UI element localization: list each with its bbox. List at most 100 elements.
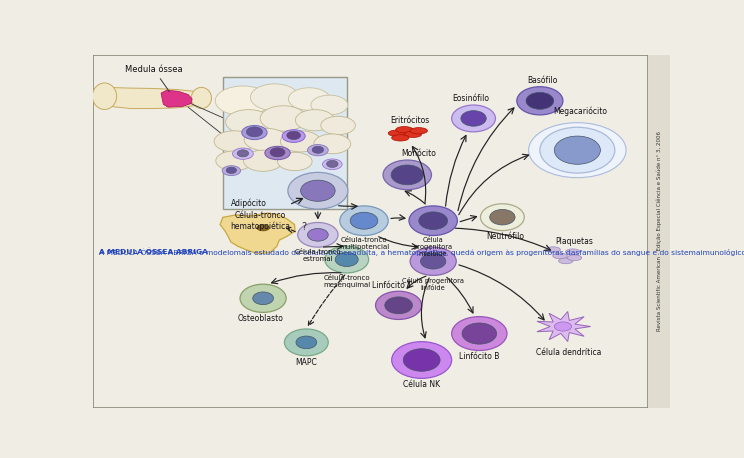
- Ellipse shape: [280, 131, 321, 152]
- Ellipse shape: [565, 249, 580, 255]
- Ellipse shape: [296, 336, 317, 349]
- Ellipse shape: [481, 204, 525, 230]
- Text: ?: ?: [301, 222, 306, 232]
- Text: Megacariócito: Megacariócito: [554, 107, 607, 116]
- Text: Neutrófilo: Neutrófilo: [487, 232, 525, 241]
- Text: Eosinófilo: Eosinófilo: [452, 94, 489, 103]
- Ellipse shape: [301, 180, 336, 202]
- FancyBboxPatch shape: [222, 77, 347, 209]
- Ellipse shape: [253, 292, 274, 305]
- Ellipse shape: [270, 148, 285, 157]
- FancyBboxPatch shape: [93, 55, 648, 408]
- Ellipse shape: [388, 130, 405, 136]
- Ellipse shape: [282, 130, 305, 142]
- Ellipse shape: [286, 131, 301, 140]
- Ellipse shape: [92, 83, 117, 109]
- Ellipse shape: [452, 316, 507, 350]
- Text: Eritrócitos: Eritrócitos: [391, 116, 430, 125]
- Ellipse shape: [244, 128, 288, 151]
- Text: Célula-tronco
estromal: Célula-tronco estromal: [295, 249, 341, 262]
- Ellipse shape: [540, 127, 615, 173]
- Text: Célula-tronco
mesenquimal: Célula-tronco mesenquimal: [323, 275, 371, 288]
- Ellipse shape: [243, 150, 283, 171]
- Ellipse shape: [289, 88, 330, 110]
- Ellipse shape: [383, 160, 432, 190]
- Ellipse shape: [554, 136, 600, 164]
- Ellipse shape: [385, 297, 412, 314]
- Ellipse shape: [391, 135, 409, 141]
- Ellipse shape: [325, 246, 368, 273]
- Ellipse shape: [546, 247, 560, 252]
- Ellipse shape: [214, 131, 254, 152]
- Text: A MEDULA ÓSSEA ABRIGA o modelomais estudado de célula-troncoadulta, a hematopoié: A MEDULA ÓSSEA ABRIGA o modelomais estud…: [99, 249, 744, 257]
- Text: Célula-tronco
multipotencial: Célula-tronco multipotencial: [339, 237, 389, 250]
- Polygon shape: [96, 87, 205, 109]
- Ellipse shape: [321, 116, 356, 135]
- Text: Medula óssea: Medula óssea: [125, 65, 182, 92]
- Text: Célula dendrítica: Célula dendrítica: [536, 348, 601, 357]
- Ellipse shape: [240, 284, 286, 312]
- Ellipse shape: [327, 160, 338, 168]
- Ellipse shape: [350, 212, 378, 229]
- FancyBboxPatch shape: [648, 55, 670, 408]
- Ellipse shape: [307, 145, 328, 156]
- Ellipse shape: [420, 254, 446, 269]
- Ellipse shape: [553, 253, 567, 259]
- Text: Monócito: Monócito: [401, 149, 436, 158]
- Ellipse shape: [419, 212, 448, 229]
- Ellipse shape: [340, 206, 388, 235]
- Ellipse shape: [295, 109, 335, 131]
- Ellipse shape: [517, 87, 563, 115]
- Text: Osteoblasto: Osteoblasto: [237, 314, 283, 323]
- Ellipse shape: [567, 255, 582, 261]
- Ellipse shape: [559, 258, 573, 264]
- Ellipse shape: [529, 123, 626, 178]
- Ellipse shape: [242, 125, 267, 140]
- Ellipse shape: [251, 84, 299, 111]
- Ellipse shape: [311, 95, 348, 115]
- Text: ?: ?: [339, 274, 344, 284]
- Ellipse shape: [233, 148, 253, 159]
- Ellipse shape: [246, 127, 263, 137]
- Text: Célula
progenitora
mielóide: Célula progenitora mielóide: [414, 237, 453, 257]
- Ellipse shape: [405, 131, 422, 137]
- Ellipse shape: [409, 206, 458, 235]
- Ellipse shape: [391, 342, 452, 378]
- Ellipse shape: [288, 172, 348, 209]
- Ellipse shape: [226, 167, 237, 174]
- Ellipse shape: [396, 126, 413, 133]
- Ellipse shape: [452, 105, 496, 132]
- Polygon shape: [220, 213, 295, 254]
- Polygon shape: [537, 311, 591, 342]
- Ellipse shape: [312, 146, 324, 153]
- Ellipse shape: [490, 209, 515, 225]
- Ellipse shape: [260, 106, 307, 131]
- Ellipse shape: [307, 229, 328, 241]
- Text: Célula progenitora
linfóide: Célula progenitora linfóide: [403, 277, 464, 291]
- Ellipse shape: [278, 153, 312, 171]
- Text: Revista Scientific American - Edição Especial Ciência e Saúde n° 3, 2006: Revista Scientific American - Edição Esp…: [656, 131, 661, 331]
- Ellipse shape: [391, 165, 423, 185]
- Text: Célula-tronco
hematopoiética: Célula-tronco hematopoiética: [230, 211, 290, 231]
- Ellipse shape: [410, 247, 456, 275]
- Text: Linfócito B: Linfócito B: [459, 352, 499, 361]
- Text: Basófilo: Basófilo: [527, 76, 558, 85]
- Polygon shape: [161, 90, 192, 107]
- Ellipse shape: [461, 111, 487, 126]
- Ellipse shape: [410, 128, 428, 134]
- Ellipse shape: [554, 322, 571, 331]
- Text: Adipócito: Adipócito: [231, 199, 266, 208]
- Text: MAPC: MAPC: [295, 358, 317, 366]
- Ellipse shape: [284, 329, 328, 356]
- Ellipse shape: [526, 93, 554, 109]
- Ellipse shape: [298, 223, 338, 247]
- Text: Plaquetas: Plaquetas: [556, 237, 594, 246]
- Ellipse shape: [257, 224, 269, 231]
- Text: A MEDULA ÓSSEA ABRIGA: A MEDULA ÓSSEA ABRIGA: [99, 249, 208, 256]
- Ellipse shape: [216, 151, 253, 171]
- Ellipse shape: [314, 134, 350, 154]
- Ellipse shape: [222, 166, 240, 175]
- Ellipse shape: [237, 150, 248, 157]
- Ellipse shape: [462, 323, 497, 344]
- Text: Linfócito T: Linfócito T: [372, 281, 411, 290]
